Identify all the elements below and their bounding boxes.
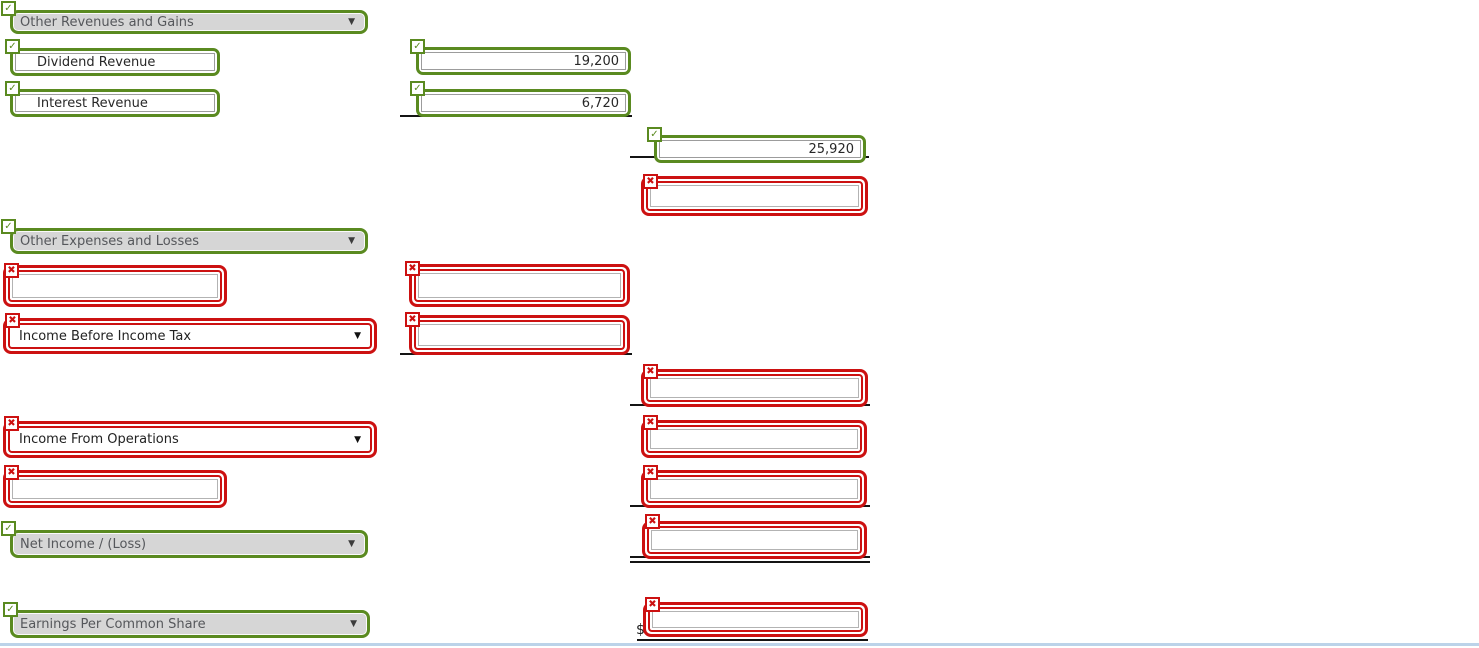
correct-check-icon: ✓	[410, 81, 425, 96]
incorrect-x-icon: ✖	[405, 261, 420, 276]
input-expense-label-blank-2[interactable]	[3, 470, 227, 508]
correct-check-icon: ✓	[1, 521, 16, 536]
incorrect-x-icon: ✖	[643, 415, 658, 430]
blank-amount-text	[418, 273, 621, 298]
incorrect-x-icon: ✖	[4, 263, 19, 278]
blank-amount-text	[652, 611, 859, 628]
incorrect-x-icon: ✖	[5, 313, 20, 328]
dropdown-arrow-icon: ▼	[348, 236, 355, 246]
dropdown-net-income-label: Net Income / (Loss)	[20, 536, 147, 552]
dropdown-other-revenues-label: Other Revenues and Gains	[20, 14, 194, 30]
correct-check-icon: ✓	[3, 602, 18, 617]
bottom-divider	[0, 643, 1479, 646]
dropdown-arrow-icon: ▼	[354, 434, 361, 445]
correct-check-icon: ✓	[647, 127, 662, 142]
input-net-income-amount-blank[interactable]	[642, 521, 867, 559]
blank-amount-text	[650, 479, 858, 499]
dropdown-income-before-tax-label: Income Before Income Tax	[12, 327, 368, 345]
interest-revenue-text: Interest Revenue	[15, 94, 215, 112]
dividend-revenue-amount-text: 19,200	[421, 52, 626, 70]
input-subtotal-blank-2[interactable]	[641, 470, 867, 508]
incorrect-x-icon: ✖	[405, 312, 420, 327]
input-dividend-revenue-amount[interactable]: 19,200	[416, 47, 631, 75]
incorrect-x-icon: ✖	[4, 416, 19, 431]
correct-check-icon: ✓	[1, 1, 16, 16]
input-income-before-tax-amount-blank[interactable]	[409, 315, 630, 355]
currency-symbol: $	[636, 622, 645, 638]
dividend-revenue-text: Dividend Revenue	[15, 53, 215, 71]
correct-check-icon: ✓	[5, 81, 20, 96]
dropdown-arrow-icon: ▼	[348, 539, 355, 549]
dropdown-arrow-icon: ▼	[354, 331, 361, 341]
blank-label-text	[12, 479, 218, 499]
blank-amount-text	[650, 429, 858, 449]
dropdown-earnings-per-share[interactable]: Earnings Per Common Share ▼	[10, 610, 370, 638]
blank-amount-text	[418, 324, 621, 346]
rule-under-eps	[637, 639, 868, 641]
dropdown-other-expenses[interactable]: Other Expenses and Losses ▼	[10, 228, 368, 254]
interest-revenue-amount-text: 6,720	[421, 94, 626, 112]
blank-label-text	[12, 274, 218, 298]
dropdown-income-before-tax[interactable]: Income Before Income Tax ▼	[3, 318, 377, 354]
input-subtotal-blank-1[interactable]	[641, 369, 868, 407]
input-interest-revenue-amount[interactable]: 6,720	[416, 89, 631, 117]
dropdown-arrow-icon: ▼	[348, 17, 355, 27]
dropdown-arrow-icon: ▼	[350, 619, 357, 629]
net-income-double-rule-bottom	[630, 561, 870, 563]
correct-check-icon: ✓	[5, 39, 20, 54]
incorrect-x-icon: ✖	[645, 514, 660, 529]
input-other-expense-label-blank[interactable]	[3, 265, 227, 307]
blank-amount-text	[650, 378, 859, 398]
dropdown-other-revenues[interactable]: Other Revenues and Gains ▼	[10, 10, 368, 34]
input-earnings-per-share-amount-blank[interactable]	[643, 602, 868, 637]
dropdown-income-from-operations-label: Income From Operations	[12, 430, 368, 449]
input-interest-revenue-label[interactable]: Interest Revenue	[10, 89, 220, 117]
input-other-expense-amount-blank[interactable]	[409, 264, 630, 307]
incorrect-x-icon: ✖	[643, 364, 658, 379]
blank-amount-text	[651, 530, 858, 550]
dropdown-other-expenses-label: Other Expenses and Losses	[20, 233, 199, 249]
input-income-from-operations-amount-blank[interactable]	[641, 420, 867, 458]
incorrect-x-icon: ✖	[4, 465, 19, 480]
incorrect-x-icon: ✖	[643, 465, 658, 480]
incorrect-x-icon: ✖	[645, 597, 660, 612]
blank-amount-text	[650, 185, 859, 207]
correct-check-icon: ✓	[410, 39, 425, 54]
input-other-revenues-total-blank[interactable]	[641, 176, 868, 216]
input-dividend-revenue-label[interactable]: Dividend Revenue	[10, 48, 220, 76]
dropdown-net-income[interactable]: Net Income / (Loss) ▼	[10, 530, 368, 558]
input-other-revenues-total[interactable]: 25,920	[654, 135, 866, 163]
incorrect-x-icon: ✖	[643, 174, 658, 189]
correct-check-icon: ✓	[1, 219, 16, 234]
dropdown-income-from-operations[interactable]: Income From Operations ▼	[3, 421, 377, 458]
dropdown-earnings-per-share-label: Earnings Per Common Share	[20, 616, 206, 632]
other-revenues-total-text: 25,920	[659, 140, 861, 158]
